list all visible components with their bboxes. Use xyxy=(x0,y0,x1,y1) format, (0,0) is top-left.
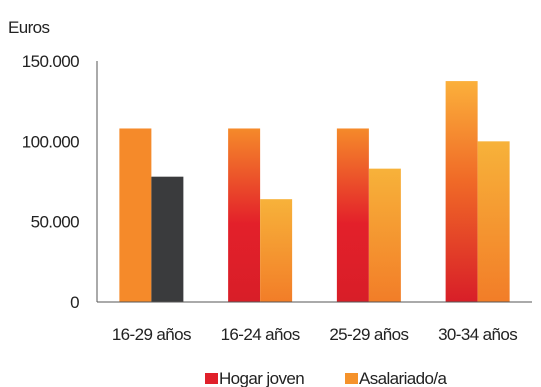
x-tick-label: 30-34 años xyxy=(438,325,517,344)
bar-asalariado-0 xyxy=(151,176,184,302)
bar-asalariado-1 xyxy=(260,199,293,302)
y-axis-title: Euros xyxy=(8,18,50,37)
y-tick-label: 100.000 xyxy=(22,132,79,151)
legend-swatch-asalariado xyxy=(345,373,358,384)
bar-hogar-joven-1 xyxy=(228,128,261,302)
legend-label-asalariado: Asalariado/a xyxy=(359,369,447,387)
legend-swatch-hogar-joven xyxy=(205,373,218,384)
bar-hogar-joven-2 xyxy=(336,128,369,302)
x-tick-label: 25-29 años xyxy=(329,325,408,344)
y-tick-label: 0 xyxy=(70,293,79,312)
x-axis-tick-labels: 16-29 años 16-24 años 25-29 años 30-34 años xyxy=(112,325,518,344)
legend-label-hogar-joven: Hogar joven xyxy=(219,369,304,387)
y-tick-label: 150.000 xyxy=(22,52,79,71)
x-tick-label: 16-29 años xyxy=(112,325,191,344)
y-axis-tick-labels: 0 50.000 100.000 150.000 xyxy=(22,52,80,312)
bar-asalariado-2 xyxy=(368,168,401,302)
bar-asalariado-3 xyxy=(477,141,510,302)
legend: Hogar joven Asalariado/a xyxy=(205,369,448,387)
bar-hogar-joven-3 xyxy=(445,81,478,302)
y-tick-label: 50.000 xyxy=(31,213,80,232)
x-tick-label: 16-24 años xyxy=(221,325,300,344)
bars xyxy=(119,81,510,302)
bar-hogar-joven-0 xyxy=(119,128,152,302)
